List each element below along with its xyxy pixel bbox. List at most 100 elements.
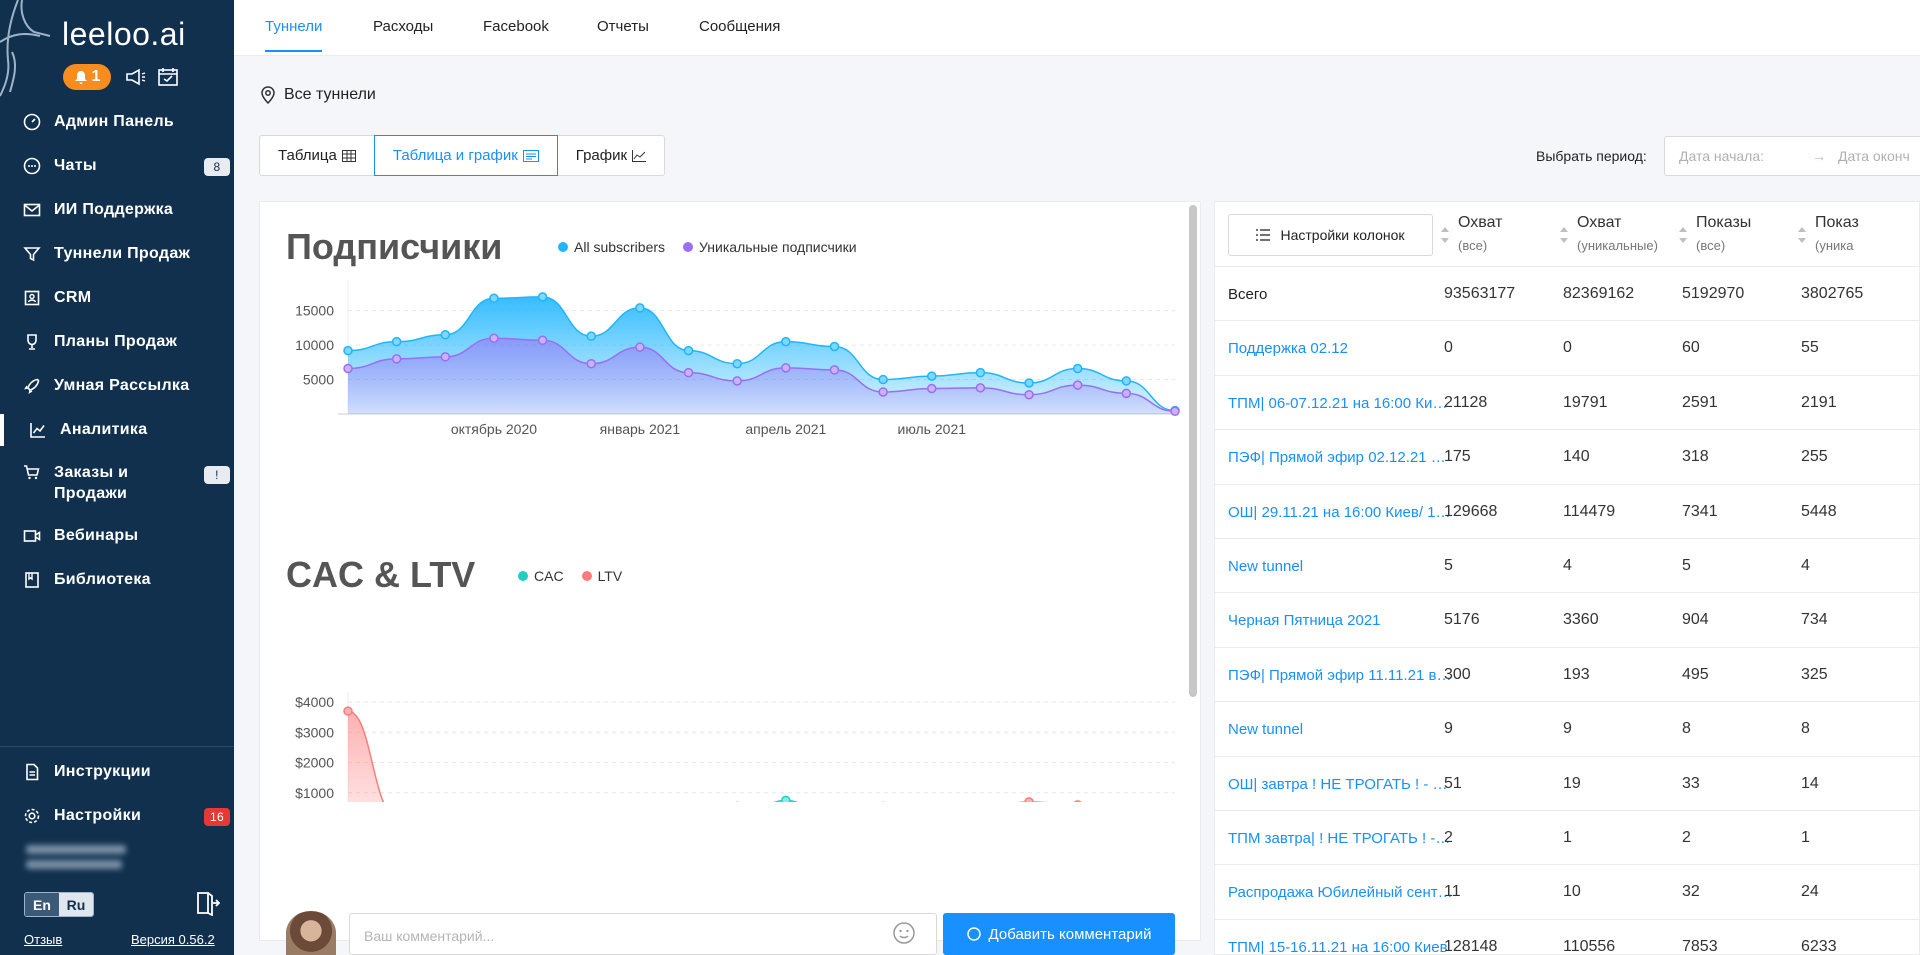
tunnel-link[interactable]: Распродажа Юбилейный сентябрь — [1228, 884, 1453, 902]
sidebar-item-main-6[interactable]: Умная Рассылка — [0, 364, 234, 408]
data-point[interactable] — [1121, 388, 1132, 399]
legend-all-subscribers[interactable]: All subscribers — [558, 239, 665, 255]
notifications-button[interactable]: 1 — [63, 64, 111, 90]
table-row[interactable]: ТПМ завтра| ! НЕ ТРОГАТЬ ! - через2121 — [1215, 809, 1919, 864]
legend-cac[interactable]: CAC — [518, 568, 564, 584]
table-row[interactable]: ПЭФ| Прямой эфир 02.12.21 в 19:00175 140 3… — [1215, 429, 1919, 483]
feedback-link[interactable]: Отзыв — [24, 932, 63, 947]
data-point[interactable] — [537, 292, 548, 302]
data-point[interactable] — [440, 330, 451, 340]
data-point[interactable] — [927, 383, 937, 394]
emoji-icon[interactable] — [892, 921, 916, 945]
sort-icon[interactable] — [1440, 222, 1450, 248]
data-point[interactable] — [927, 371, 937, 381]
table-row[interactable]: New tunnel 9 9 8 8 — [1215, 701, 1919, 755]
sidebar-item-main-10[interactable]: Библиотека — [0, 558, 234, 602]
lang-en-button[interactable]: En — [25, 893, 59, 916]
tab-messages[interactable]: Сообщения — [699, 18, 781, 35]
tab-facebook[interactable]: Facebook — [483, 18, 549, 35]
data-point[interactable] — [781, 336, 791, 347]
data-point[interactable] — [829, 341, 840, 352]
column-settings-button[interactable]: Настройки колонок — [1228, 214, 1433, 256]
table-row[interactable]: ТПМ| 06-07.12.21 на 16:00 Киев/ 17:00 Мс… — [1215, 374, 1919, 429]
sidebar-item-main-5[interactable]: Планы Продаж — [0, 320, 234, 364]
tunnel-link[interactable]: Черная Пятница 2021 — [1228, 612, 1381, 630]
data-point[interactable] — [1073, 800, 1082, 802]
data-point[interactable] — [1024, 797, 1034, 802]
sidebar-item-main-1[interactable]: Чаты 8 — [0, 144, 234, 188]
tunnel-link[interactable]: ТПМ| 15-16.11.21 на 16:00 Киев — [1228, 938, 1448, 955]
charts-scrollbar[interactable] — [1189, 205, 1197, 697]
column-header[interactable]: Охват (уникальные) — [1577, 214, 1658, 253]
view-table-chart-button[interactable]: Таблица и график — [373, 135, 558, 176]
data-point[interactable] — [975, 383, 986, 393]
column-header[interactable]: Показ (уника — [1815, 214, 1859, 253]
add-comment-button[interactable]: Добавить комментарий — [943, 913, 1175, 955]
tunnel-link[interactable]: ТПМ завтра| ! НЕ ТРОГАТЬ ! - через — [1228, 829, 1453, 847]
tab-reports[interactable]: Отчеты — [597, 18, 649, 35]
data-point[interactable] — [1072, 380, 1083, 390]
calendar-icon[interactable] — [157, 66, 179, 88]
table-row[interactable]: ОШ| завтра ! НЕ ТРОГАТЬ ! - через 51 19 33 1… — [1215, 755, 1919, 810]
legend-unique-subscribers[interactable]: Уникальные подписчики — [683, 239, 857, 255]
table-row[interactable]: ПЭФ| Прямой эфир 11.11.21 в 19:00300 193 4… — [1215, 646, 1919, 701]
sidebar-item-main-9[interactable]: Вебинары — [0, 514, 234, 558]
data-point[interactable] — [1121, 376, 1132, 386]
legend-ltv[interactable]: LTV — [581, 568, 622, 584]
data-point[interactable] — [635, 303, 645, 313]
view-table-button[interactable]: Таблица — [259, 135, 375, 176]
data-point[interactable] — [391, 336, 402, 347]
data-point[interactable] — [489, 333, 499, 343]
data-point[interactable] — [1024, 389, 1034, 400]
data-point[interactable] — [732, 358, 742, 369]
data-point[interactable] — [343, 363, 353, 374]
breadcrumb[interactable]: Все туннели — [260, 86, 376, 104]
sidebar-item-main-0[interactable]: Админ Панель — [0, 100, 234, 144]
tab-expenses[interactable]: Расходы — [373, 18, 434, 35]
view-chart-button[interactable]: График — [556, 135, 666, 176]
date-end-input[interactable]: Дата оконч — [1838, 148, 1910, 164]
data-point[interactable] — [586, 358, 596, 369]
tunnel-link[interactable]: ПЭФ| Прямой эфир 02.12.21 в 19:00 — [1228, 449, 1453, 467]
tunnel-link[interactable]: New tunnel — [1228, 721, 1304, 739]
date-range-picker[interactable]: Дата начала: → Дата оконч — [1664, 136, 1920, 176]
data-point[interactable] — [878, 374, 888, 385]
sidebar-item-bottom-0[interactable]: Инструкции — [0, 750, 234, 794]
sort-icon[interactable] — [1559, 222, 1569, 248]
table-row[interactable]: Поддержка 02.12 0 0 60 55 — [1215, 320, 1919, 374]
sidebar-item-bottom-1[interactable]: Настройки 16 — [0, 794, 234, 838]
table-row[interactable]: Распродажа Юбилейный сентябрь 11 10 32 24 — [1215, 864, 1919, 918]
data-point[interactable] — [732, 376, 742, 386]
comment-input[interactable]: Ваш комментарий... — [349, 913, 937, 955]
sort-icon[interactable] — [1678, 222, 1688, 248]
logo[interactable]: leeloo.ai — [0, 0, 234, 100]
data-point[interactable] — [537, 335, 548, 346]
data-point[interactable] — [343, 345, 353, 356]
data-point[interactable] — [1170, 406, 1180, 416]
sort-icon[interactable] — [1797, 222, 1807, 248]
data-point[interactable] — [635, 342, 645, 352]
sidebar-item-main-7[interactable]: Аналитика — [0, 408, 234, 452]
user-name-blurred[interactable] — [26, 845, 136, 875]
column-header[interactable]: Охват (все) — [1458, 214, 1502, 253]
data-point[interactable] — [586, 331, 596, 341]
data-point[interactable] — [1072, 363, 1083, 374]
version-link[interactable]: Версия 0.56.2 — [131, 932, 215, 947]
tunnel-link[interactable]: New tunnel — [1228, 557, 1304, 575]
data-point[interactable] — [440, 352, 451, 362]
data-point[interactable] — [1024, 378, 1034, 388]
data-point[interactable] — [781, 363, 791, 373]
megaphone-icon[interactable] — [124, 66, 146, 88]
data-point[interactable] — [683, 367, 694, 378]
data-point[interactable] — [878, 387, 888, 397]
sidebar-item-main-4[interactable]: CRM — [0, 276, 234, 320]
tunnel-link[interactable]: Поддержка 02.12 — [1228, 340, 1348, 358]
table-row[interactable]: Черная Пятница 2021 5176 3360 904 734 — [1215, 592, 1919, 646]
column-header[interactable]: Показы (все) — [1696, 214, 1751, 253]
data-point[interactable] — [343, 706, 353, 716]
data-point[interactable] — [489, 293, 499, 304]
table-row[interactable]: ТПМ| 15-16.11.21 на 16:00 Киев 128148 1105… — [1215, 918, 1919, 955]
tunnel-link[interactable]: ТПМ| 06-07.12.21 на 16:00 Киев/ 17:00 Мс… — [1228, 394, 1453, 412]
sidebar-item-main-8[interactable]: Заказы и Продажи! — [0, 452, 234, 514]
sidebar-item-main-2[interactable]: ИИ Поддержка — [0, 188, 234, 232]
